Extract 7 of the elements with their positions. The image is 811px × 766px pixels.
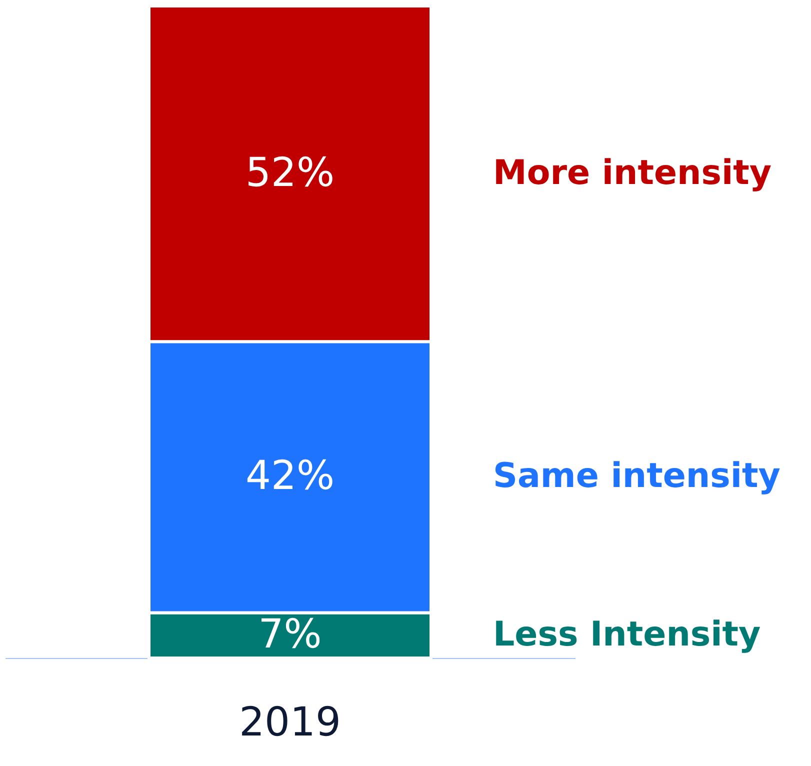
series-label: Less Intensity <box>493 614 761 654</box>
data-label: 42% <box>246 453 334 500</box>
series-label: Same intensity <box>493 456 780 496</box>
series-label: More intensity <box>493 152 772 193</box>
data-label: 7% <box>258 611 322 658</box>
data-label: 52% <box>246 150 334 196</box>
x-tick-label: 2019 <box>239 700 341 746</box>
